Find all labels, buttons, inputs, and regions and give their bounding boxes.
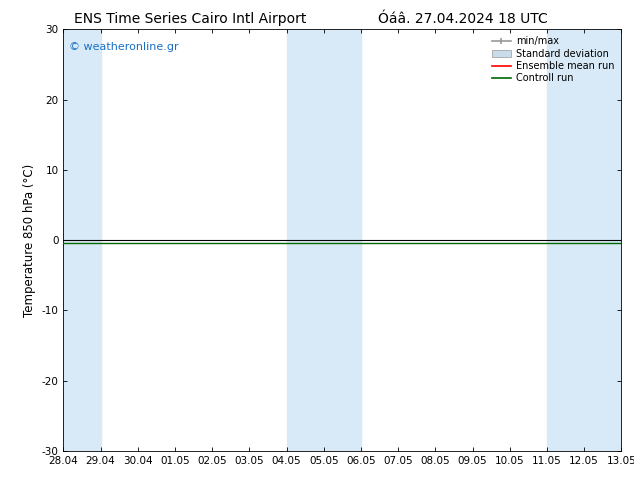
Y-axis label: Temperature 850 hPa (°C): Temperature 850 hPa (°C)	[23, 164, 36, 317]
Legend: min/max, Standard deviation, Ensemble mean run, Controll run: min/max, Standard deviation, Ensemble me…	[489, 34, 616, 85]
Text: © weatheronline.gr: © weatheronline.gr	[69, 42, 179, 52]
Text: ENS Time Series Cairo Intl Airport: ENS Time Series Cairo Intl Airport	[74, 12, 306, 26]
Bar	[63, 29, 101, 451]
Text: Óáâ. 27.04.2024 18 UTC: Óáâ. 27.04.2024 18 UTC	[378, 12, 548, 26]
Bar	[287, 29, 361, 451]
Bar	[547, 29, 621, 451]
